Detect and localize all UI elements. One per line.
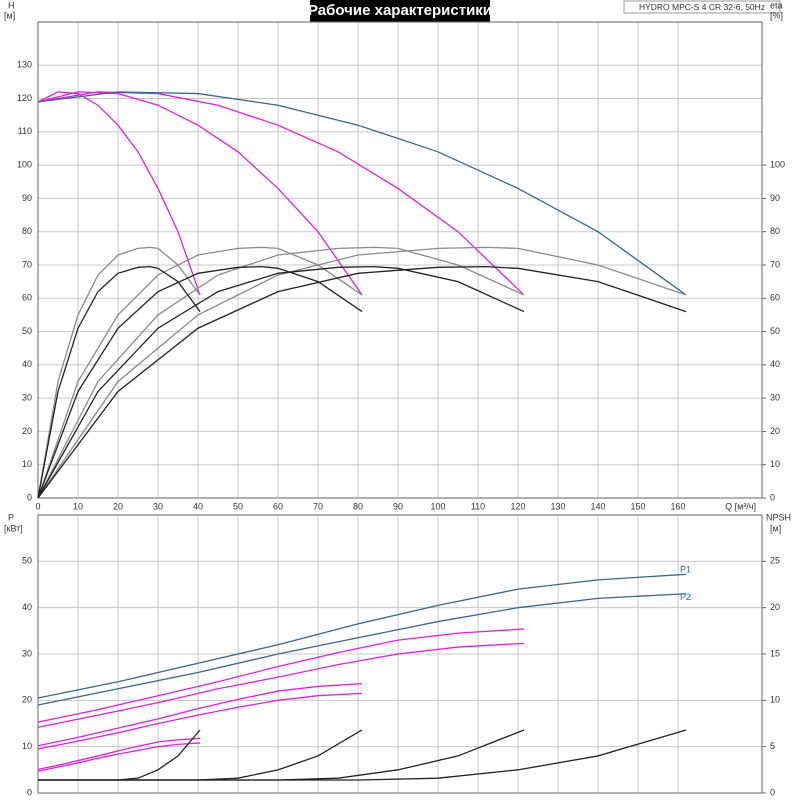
- y-tick-label: 20: [22, 695, 32, 705]
- x-tick-label: 10: [73, 501, 83, 511]
- y2-axis-label: eta: [770, 0, 783, 10]
- y2-tick-label: 90: [770, 193, 780, 203]
- title-box: [310, 0, 490, 22]
- y2-tick-label: 15: [770, 648, 780, 658]
- y2-tick-label: 20: [770, 426, 780, 436]
- x-tick-label: 140: [590, 501, 605, 511]
- y2-tick-label: 5: [770, 741, 775, 751]
- curve: [37, 246, 525, 499]
- y2-tick-label: 80: [770, 226, 780, 236]
- y-tick-label: 10: [22, 459, 32, 469]
- y2-tick-label: 25: [770, 556, 780, 566]
- y2-axis-label: NPSH: [766, 512, 791, 522]
- y-tick-label: 0: [27, 787, 32, 797]
- x-tick-label: 40: [193, 501, 203, 511]
- y-tick-label: 120: [17, 93, 32, 103]
- y2-tick-label: 50: [770, 326, 780, 336]
- y-tick-label: 40: [22, 359, 32, 369]
- curve: [37, 628, 525, 723]
- subtitle: HYDRO MPC-S 4 CR 32-6, 50Hz: [639, 2, 765, 12]
- curve: [37, 692, 363, 750]
- curve: [37, 737, 201, 771]
- curve: [37, 246, 687, 499]
- y-tick-label: 10: [22, 741, 32, 751]
- y2-tick-label: 0: [770, 787, 775, 797]
- y2-tick-label: 100: [770, 160, 785, 170]
- x-tick-label: 110: [471, 501, 485, 511]
- x-tick-label: 150: [630, 501, 645, 511]
- x-tick-label: 30: [153, 501, 163, 511]
- x-tick-label: 90: [393, 501, 403, 511]
- y-tick-label: 70: [22, 259, 32, 269]
- y-axis-unit: [кВт]: [4, 523, 23, 533]
- y-tick-label: 110: [18, 126, 32, 136]
- y2-tick-label: 20: [770, 602, 780, 612]
- y-tick-label: 60: [22, 293, 32, 303]
- y-tick-label: 100: [17, 160, 32, 170]
- x-tick-label: 50: [233, 501, 243, 511]
- x-tick-label: 60: [273, 501, 283, 511]
- plot-frame: [37, 514, 763, 794]
- curve: [37, 266, 363, 499]
- y-tick-label: 30: [22, 648, 32, 658]
- curve: [37, 91, 201, 296]
- y-axis-unit: [м]: [4, 10, 15, 20]
- curve: [37, 266, 525, 499]
- y-tick-label: 50: [22, 326, 32, 336]
- y-tick-label: 30: [22, 393, 32, 403]
- x-tick-label: 120: [510, 501, 525, 511]
- curve: [37, 642, 525, 728]
- x-tick-label: 0: [35, 501, 40, 511]
- x-tick-label: 130: [550, 501, 565, 511]
- y2-tick-label: 40: [770, 359, 780, 369]
- curve: [38, 729, 687, 781]
- y-axis-label: H: [8, 0, 15, 10]
- curve-label: P1: [680, 565, 691, 575]
- y-tick-label: 0: [27, 492, 32, 502]
- y-tick-label: 40: [22, 602, 32, 612]
- curve: [37, 91, 687, 296]
- y-tick-label: 130: [17, 60, 32, 70]
- curve: [37, 573, 687, 699]
- y2-tick-label: 0: [770, 492, 775, 502]
- y2-tick-label: 30: [770, 393, 780, 403]
- chart-title: Рабочие характеристики: [308, 2, 492, 19]
- curve: [37, 593, 687, 706]
- curve: [37, 266, 687, 499]
- y-tick-label: 50: [22, 556, 32, 566]
- subtitle-box: [623, 0, 781, 14]
- y-axis-label: P: [8, 512, 14, 522]
- x-tick-label: 100: [430, 501, 445, 511]
- x-tick-label: 80: [353, 501, 363, 511]
- y-tick-label: 20: [22, 426, 32, 436]
- x-tick-label: 160: [670, 501, 685, 511]
- curve: [37, 246, 363, 499]
- x-tick-label: 70: [313, 501, 323, 511]
- plot-frame: [37, 21, 763, 499]
- curve: [37, 683, 363, 747]
- x-tick-label: 20: [113, 501, 123, 511]
- curve: [37, 742, 201, 772]
- x-axis-label: Q [м³/ч]: [725, 501, 756, 511]
- y-tick-label: 80: [22, 226, 32, 236]
- y-tick-label: 90: [22, 193, 32, 203]
- y2-tick-label: 10: [770, 459, 780, 469]
- y2-tick-label: 10: [770, 695, 780, 705]
- curve-label: P2: [680, 592, 691, 602]
- y2-tick-label: 60: [770, 293, 780, 303]
- curve: [37, 246, 201, 499]
- y2-axis-unit: [м]: [770, 523, 781, 533]
- curve: [37, 266, 201, 499]
- y2-tick-label: 70: [770, 259, 780, 269]
- y2-axis-unit: [%]: [770, 10, 783, 20]
